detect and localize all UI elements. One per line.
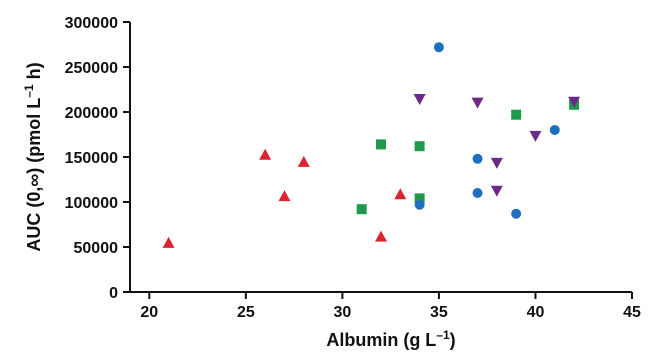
square-marker (356, 204, 367, 215)
x-axis-title: Albumin (g L–1) (326, 328, 455, 350)
y-tick-label: 50000 (74, 240, 119, 257)
x-tick-label: 25 (237, 304, 255, 321)
square-marker (414, 193, 425, 204)
square-marker (376, 139, 386, 150)
triangle-down-marker (471, 97, 484, 109)
triangle-down-marker (413, 94, 426, 105)
triangle-up-marker (278, 190, 291, 202)
square-marker (511, 109, 522, 120)
triangle-up-marker (259, 148, 272, 160)
circle-marker (414, 199, 425, 210)
triangle-down-marker (529, 130, 542, 142)
triangle-down-marker (490, 185, 503, 197)
triangle-down-marker (490, 157, 503, 169)
triangle-up-marker (375, 230, 387, 242)
x-tick-label: 45 (623, 304, 641, 321)
circle-marker (549, 125, 560, 135)
axes (129, 22, 632, 293)
ticks: 0 50000 100000 150000 200000 250000 300000 20 25… (65, 15, 641, 321)
y-tick-label: 150000 (65, 150, 118, 167)
triangle-down-marker (568, 96, 581, 108)
circle-marker (511, 208, 522, 219)
square-marker (414, 141, 425, 152)
x-tick-label: 35 (430, 304, 448, 321)
data-points (162, 42, 581, 248)
triangle-up-marker (394, 188, 407, 200)
y-tick-label: 0 (109, 285, 118, 302)
x-tick-label: 30 (333, 304, 351, 321)
y-axis-title: AUC (0,∞) (pmol L–1 h) (22, 62, 44, 251)
triangle-up-marker (297, 155, 310, 167)
y-tick-label: 300000 (65, 15, 118, 32)
y-tick-label: 200000 (65, 105, 118, 122)
circle-marker (472, 153, 483, 164)
circle-marker (472, 188, 483, 198)
circle-marker (433, 42, 444, 53)
triangle-up-marker (162, 236, 175, 248)
x-tick-label: 40 (527, 304, 545, 321)
y-tick-label: 100000 (65, 195, 118, 212)
y-tick-label: 250000 (65, 60, 118, 77)
x-tick-label: 20 (140, 304, 158, 321)
